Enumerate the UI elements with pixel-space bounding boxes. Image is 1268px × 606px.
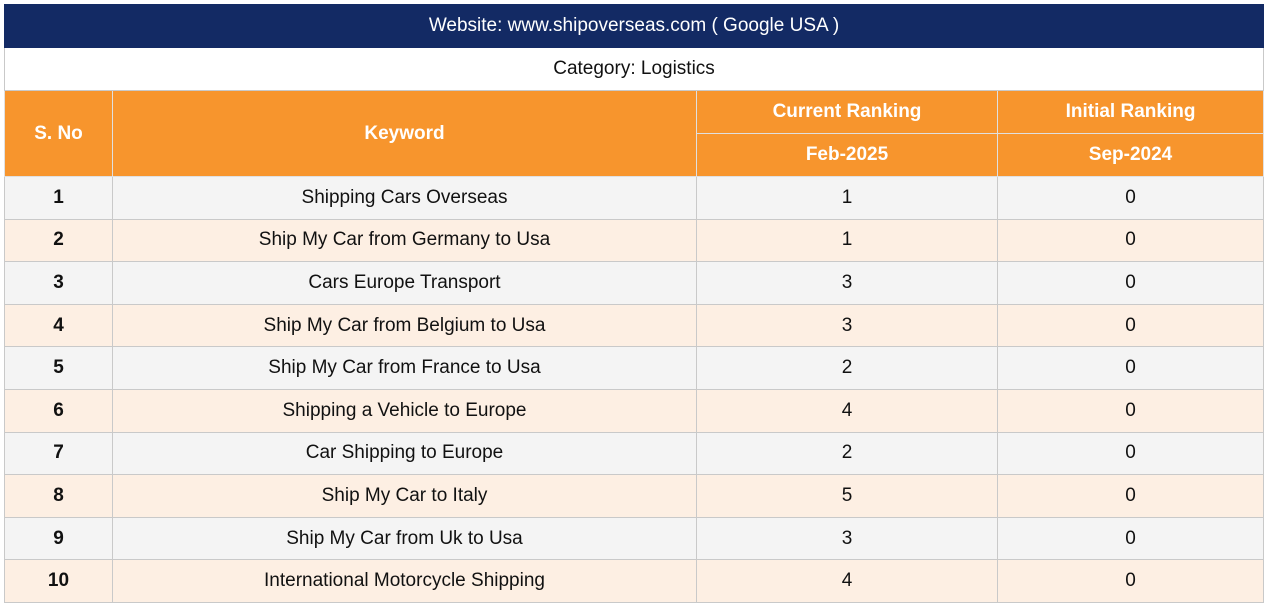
cell-keyword: Ship My Car from Germany to Usa	[112, 218, 697, 263]
cell-sno: 3	[4, 261, 113, 305]
ranking-table: Website: www.shipoverseas.com ( Google U…	[3, 4, 1265, 603]
header-sno: S. No	[4, 90, 113, 177]
cell-current-ranking: 1	[696, 218, 998, 263]
header-keyword: Keyword	[112, 90, 697, 177]
header-initial-date: Sep-2024	[996, 133, 1265, 177]
cell-current-ranking: 4	[696, 559, 998, 603]
header-current-date: Feb-2025	[696, 133, 998, 177]
table-row: 10 International Motorcycle Shipping 4 0	[4, 559, 1265, 603]
cell-initial-ranking: 0	[996, 303, 1265, 348]
cell-keyword: Shipping a Vehicle to Europe	[112, 388, 697, 433]
table-row: 9 Ship My Car from Uk to Usa 3 0	[4, 516, 1265, 561]
ranking-report: Website: www.shipoverseas.com ( Google U…	[3, 4, 1265, 603]
cell-current-ranking: 3	[696, 261, 998, 305]
cell-initial-ranking: 0	[996, 218, 1265, 263]
cell-keyword: Ship My Car to Italy	[112, 474, 697, 518]
cell-sno: 4	[4, 303, 113, 348]
table-row: 2 Ship My Car from Germany to Usa 1 0	[4, 218, 1265, 263]
cell-keyword: Ship My Car from Belgium to Usa	[112, 303, 697, 348]
header-current-ranking: Current Ranking	[696, 90, 998, 134]
cell-current-ranking: 1	[696, 176, 998, 220]
header-initial-ranking: Initial Ranking	[996, 90, 1265, 134]
cell-initial-ranking: 0	[996, 431, 1265, 476]
cell-keyword: Shipping Cars Overseas	[112, 176, 697, 220]
cell-sno: 2	[4, 218, 113, 263]
cell-initial-ranking: 0	[996, 346, 1265, 390]
cell-keyword: Car Shipping to Europe	[112, 431, 697, 476]
cell-current-ranking: 3	[696, 516, 998, 561]
cell-sno: 9	[4, 516, 113, 561]
cell-initial-ranking: 0	[996, 388, 1265, 433]
cell-initial-ranking: 0	[996, 516, 1265, 561]
cell-sno: 10	[4, 559, 113, 603]
category-label: Category: Logistics	[3, 47, 1265, 91]
cell-sno: 6	[4, 388, 113, 433]
table-row: 7 Car Shipping to Europe 2 0	[4, 431, 1265, 476]
cell-keyword: Ship My Car from France to Usa	[112, 346, 697, 390]
cell-current-ranking: 2	[696, 346, 998, 390]
table-row: 6 Shipping a Vehicle to Europe 4 0	[4, 388, 1265, 433]
table-row: 4 Ship My Car from Belgium to Usa 3 0	[4, 303, 1265, 348]
cell-current-ranking: 2	[696, 431, 998, 476]
table-row: 5 Ship My Car from France to Usa 2 0	[4, 346, 1265, 390]
cell-initial-ranking: 0	[996, 559, 1265, 603]
cell-sno: 7	[4, 431, 113, 476]
cell-keyword: Cars Europe Transport	[112, 261, 697, 305]
report-title: Website: www.shipoverseas.com ( Google U…	[3, 4, 1265, 48]
cell-initial-ranking: 0	[996, 176, 1265, 220]
cell-keyword: Ship My Car from Uk to Usa	[112, 516, 697, 561]
cell-initial-ranking: 0	[996, 261, 1265, 305]
cell-current-ranking: 3	[696, 303, 998, 348]
cell-sno: 8	[4, 474, 113, 518]
cell-keyword: International Motorcycle Shipping	[112, 559, 697, 603]
table-row: 1 Shipping Cars Overseas 1 0	[4, 176, 1265, 220]
cell-sno: 5	[4, 346, 113, 390]
cell-current-ranking: 4	[696, 388, 998, 433]
cell-current-ranking: 5	[696, 474, 998, 518]
cell-sno: 1	[4, 176, 113, 220]
table-row: 8 Ship My Car to Italy 5 0	[4, 474, 1265, 518]
table-row: 3 Cars Europe Transport 3 0	[4, 261, 1265, 305]
cell-initial-ranking: 0	[996, 474, 1265, 518]
